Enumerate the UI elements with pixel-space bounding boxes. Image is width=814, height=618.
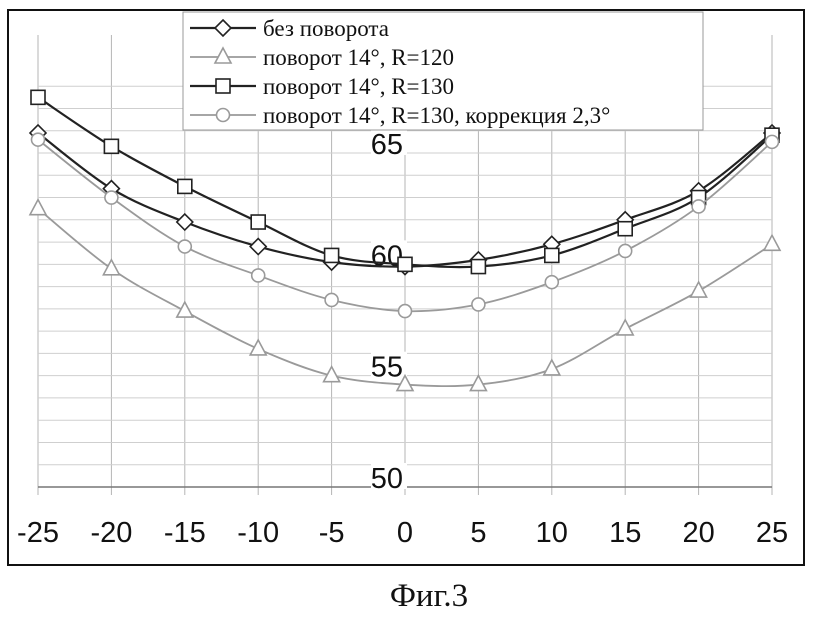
x-tick-label: -15 [164, 517, 206, 549]
data-point-circle [397, 303, 413, 319]
legend-marker-triangle [213, 46, 233, 64]
x-tick-label: 5 [470, 517, 486, 549]
data-point-circle [177, 239, 193, 254]
series-4 [30, 132, 780, 319]
data-point-square [397, 256, 413, 273]
y-tick-label: 50 [371, 463, 403, 495]
data-point-circle [30, 132, 46, 147]
data-point-triangle [322, 364, 341, 383]
x-tick-label: -10 [237, 517, 279, 549]
data-point-square [617, 220, 634, 237]
data-point-triangle [102, 258, 121, 276]
data-point-circle [764, 134, 780, 150]
data-point-triangle [175, 300, 195, 318]
legend-marker-circle [215, 107, 231, 123]
legend-marker-square [215, 78, 231, 94]
data-point-diamond [175, 212, 194, 232]
x-tick-label: 15 [609, 517, 641, 549]
data-point-circle [617, 243, 633, 259]
x-tick-label: -20 [90, 517, 132, 549]
data-point-square [250, 214, 266, 230]
legend-marker-diamond [213, 18, 233, 38]
data-point-circle [471, 297, 486, 312]
data-point-triangle [615, 318, 635, 336]
data-point-circle [104, 190, 119, 205]
data-point-triangle [542, 358, 562, 376]
data-point-square [103, 138, 120, 155]
legend-label: поворот 14°, R=130, коррекция 2,3° [263, 103, 610, 128]
data-point-triangle [689, 280, 708, 298]
y-tick-bg [371, 463, 407, 489]
x-tick-label: 0 [397, 517, 413, 549]
data-point-square [177, 178, 193, 195]
x-tick-label: -5 [319, 517, 345, 549]
x-tick-label: 25 [756, 517, 788, 549]
y-tick-label: 55 [371, 352, 403, 384]
legend-item: поворот 14°, R=130 [190, 74, 454, 99]
legend-item: поворот 14°, R=130, коррекция 2,3° [190, 103, 610, 128]
legend-item: без поворота [190, 16, 389, 41]
x-tick-label: -25 [17, 517, 59, 549]
x-tick-label: 20 [682, 517, 714, 549]
data-point-circle [691, 199, 706, 214]
data-point-circle [250, 268, 266, 283]
y-tick-bg [371, 129, 407, 155]
data-point-triangle [395, 373, 415, 392]
y-tick-bg [371, 351, 407, 378]
series-2 [28, 197, 782, 392]
legend-label: без поворота [263, 16, 389, 41]
legend: без поворота поворот 14°, R=120 поворот 14… [182, 11, 704, 131]
x-tick-label: 10 [536, 517, 568, 549]
legend-label: поворот 14°, R=120 [263, 45, 454, 70]
data-point-square [323, 247, 340, 264]
data-point-square [30, 89, 46, 106]
figure-caption: Фиг.3 [390, 578, 468, 614]
legend-box [182, 11, 704, 131]
data-point-triangle [469, 373, 488, 392]
data-point-triangle [762, 233, 782, 252]
data-point-triangle [28, 197, 48, 216]
legend-label: поворот 14°, R=130 [263, 74, 454, 99]
y-tick-label: 65 [371, 129, 403, 161]
legend-item: поворот 14°, R=120 [190, 45, 454, 70]
data-point-circle [544, 274, 560, 290]
data-point-diamond [249, 237, 268, 256]
data-point-square [470, 258, 487, 275]
series-layer [28, 89, 782, 392]
data-point-triangle [248, 338, 268, 356]
data-point-circle [324, 292, 339, 308]
data-point-square [543, 247, 560, 264]
